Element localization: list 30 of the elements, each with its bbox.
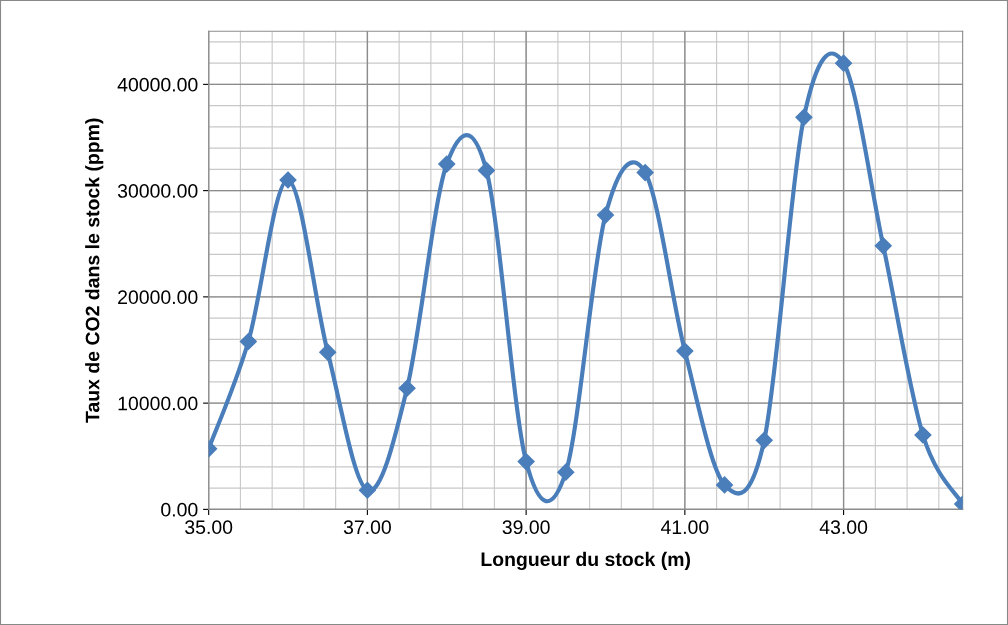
point [319, 343, 337, 361]
x-tick-label: 39.00 [502, 520, 550, 535]
point [239, 332, 257, 351]
x-tick-label: 35.00 [185, 520, 233, 535]
point [517, 453, 535, 471]
y-tick-label: 0.00 [161, 502, 198, 517]
point [557, 463, 575, 481]
point [358, 481, 376, 499]
x-tick-label: 37.00 [343, 520, 391, 535]
point [835, 54, 853, 72]
y-tick-label: 30000.00 [117, 184, 198, 198]
point [636, 164, 654, 182]
y-tick-label: 20000.00 [118, 290, 198, 305]
point [795, 108, 813, 126]
y-tick-label: 40000.00 [117, 77, 198, 92]
point [715, 476, 734, 494]
y-tick-label: 10000.00 [118, 396, 198, 411]
point [914, 426, 932, 444]
point [596, 206, 615, 224]
point [755, 431, 773, 449]
point [398, 379, 416, 397]
point [477, 161, 495, 179]
point [438, 155, 456, 173]
x-axis-title: Longueur du stock (m) [481, 551, 691, 571]
point [279, 171, 297, 189]
point [676, 342, 694, 360]
y-axis-title: Taux de CO2 dans le stock (ppm) [85, 118, 104, 423]
x-tick-label: 41.00 [660, 520, 709, 535]
point [874, 237, 892, 255]
x-tick-label: 43.00 [819, 520, 868, 535]
